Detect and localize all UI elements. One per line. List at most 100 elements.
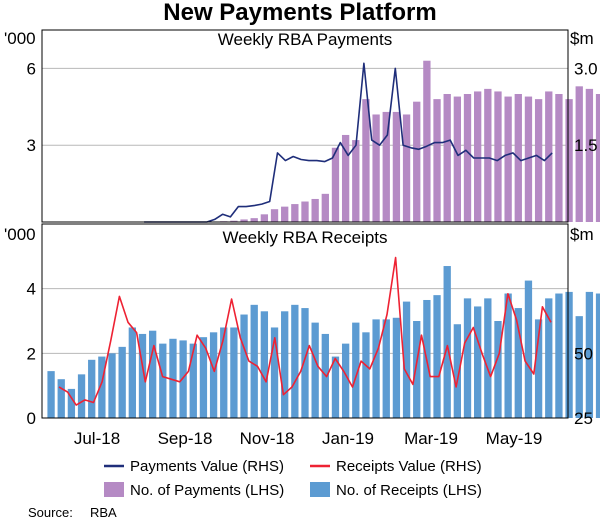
- legend-label-payments-value: Payments Value (RHS): [130, 458, 284, 475]
- receipts-count-bar: [382, 319, 390, 418]
- receipts-count-bar: [250, 304, 258, 418]
- payments-left-tick-label: 3: [27, 136, 36, 155]
- receipts-count-bar: [585, 291, 594, 418]
- receipts-count-bar: [281, 311, 289, 418]
- payments-count-bar: [534, 99, 543, 222]
- receipts-count-bar: [199, 337, 208, 418]
- receipts-count-bar: [534, 319, 543, 418]
- receipts-count-bar: [301, 308, 309, 418]
- receipts-count-bar: [595, 293, 600, 418]
- x-axis-labels: Jul-18 Sep-18 Nov-18 Jan-19 Mar-19 May-19: [74, 429, 543, 448]
- receipts-count-bar: [159, 343, 167, 418]
- payments-value-line: [144, 62, 553, 223]
- payments-count-bars: [199, 60, 600, 222]
- receipts-count-bar: [108, 353, 116, 418]
- payments-panel: Weekly RBA Payments '000 $m 3 1.5 6 3.0: [4, 29, 600, 223]
- receipts-count-bar: [240, 314, 248, 418]
- payments-left-tick-label: 6: [27, 59, 36, 78]
- receipts-count-bar: [413, 321, 421, 418]
- receipts-count-bar: [169, 338, 177, 418]
- receipts-count-bar: [433, 295, 441, 418]
- x-axis-label: Jan-19: [322, 429, 374, 448]
- x-axis-label: Nov-18: [240, 429, 295, 448]
- receipts-panel: Weekly RBA Receipts '000 $m 0 25 2 50 4: [4, 223, 600, 428]
- payments-count-bar: [281, 206, 289, 222]
- receipts-count-bar: [443, 266, 451, 418]
- payments-count-bar: [392, 111, 401, 222]
- payments-count-bar: [240, 219, 248, 222]
- receipts-panel-subtitle: Weekly RBA Receipts: [222, 228, 387, 247]
- payments-count-bar: [311, 198, 319, 222]
- payments-count-bar: [230, 220, 238, 222]
- receipts-left-tick-label: 2: [27, 344, 36, 363]
- receipts-count-bar: [402, 301, 411, 418]
- legend-label-payments-count: No. of Payments (LHS): [130, 482, 284, 499]
- receipts-count-bar: [504, 293, 512, 418]
- receipts-count-bar: [555, 293, 563, 418]
- source-value: RBA: [90, 505, 117, 520]
- receipts-count-bar: [575, 316, 583, 418]
- payments-count-bar: [585, 88, 594, 222]
- receipts-value-line: [58, 256, 552, 406]
- receipts-count-bar: [57, 379, 65, 418]
- payments-right-tick-label: 3.0: [574, 59, 598, 78]
- payments-count-bar: [524, 96, 533, 222]
- receipts-count-bar: [291, 304, 299, 418]
- receipts-count-bar: [372, 319, 380, 418]
- payments-right-unit: $m: [570, 29, 594, 48]
- receipts-count-bar: [209, 332, 218, 418]
- payments-count-bar: [291, 204, 299, 222]
- payments-count-bar: [352, 140, 360, 222]
- receipts-count-bar: [148, 330, 157, 418]
- payments-count-bar: [270, 209, 279, 222]
- payments-count-bar: [433, 99, 441, 222]
- payments-count-bar: [250, 218, 258, 222]
- receipts-count-bar: [565, 291, 573, 418]
- receipts-count-bar: [362, 332, 370, 418]
- receipts-count-bar: [352, 322, 360, 418]
- receipts-count-bar: [474, 306, 482, 418]
- payments-count-bar: [504, 96, 512, 222]
- receipts-count-bar: [331, 356, 340, 418]
- receipts-count-bar: [484, 298, 492, 418]
- payments-count-bar: [443, 94, 451, 222]
- payments-right-tick-label: 1.5: [574, 136, 598, 155]
- receipts-count-bar: [47, 371, 55, 418]
- legend-swatch-payments-count: [104, 482, 124, 497]
- payments-count-bar: [575, 86, 583, 222]
- receipts-count-bar: [220, 327, 228, 418]
- payments-count-bar: [565, 99, 573, 222]
- payments-count-bar: [372, 114, 380, 222]
- receipts-count-bar: [128, 327, 136, 418]
- x-axis-label: Sep-18: [158, 429, 213, 448]
- payments-count-bar: [321, 193, 329, 222]
- source-label: Source:: [28, 505, 73, 520]
- payments-count-bar: [423, 60, 431, 222]
- chart-title: New Payments Platform: [163, 0, 436, 26]
- receipts-count-bar: [392, 317, 401, 418]
- payments-count-bar: [413, 101, 421, 222]
- payments-count-bar: [474, 91, 482, 222]
- receipts-count-bar: [270, 327, 279, 418]
- payments-count-bar: [402, 114, 411, 222]
- payments-count-bar: [301, 201, 309, 222]
- receipts-count-bar: [545, 298, 553, 418]
- receipts-count-bar: [524, 280, 533, 418]
- receipts-count-bar: [77, 374, 86, 418]
- receipts-count-bar: [230, 327, 238, 418]
- receipts-count-bar: [98, 356, 106, 418]
- payments-count-bar: [331, 147, 340, 222]
- receipts-right-tick-label: 25: [574, 409, 593, 428]
- receipts-count-bar: [88, 359, 96, 418]
- payments-count-bar: [463, 94, 472, 222]
- payments-value-line: [144, 62, 553, 223]
- receipts-count-bar: [453, 324, 462, 418]
- payments-count-bar: [453, 96, 462, 222]
- receipts-count-bar: [494, 321, 502, 418]
- payments-count-bar: [341, 134, 350, 222]
- receipts-left-unit: '000: [4, 225, 36, 244]
- payments-count-bar: [362, 99, 370, 222]
- receipts-left-tick-label: 4: [27, 280, 36, 299]
- x-axis-label: Mar-19: [404, 429, 458, 448]
